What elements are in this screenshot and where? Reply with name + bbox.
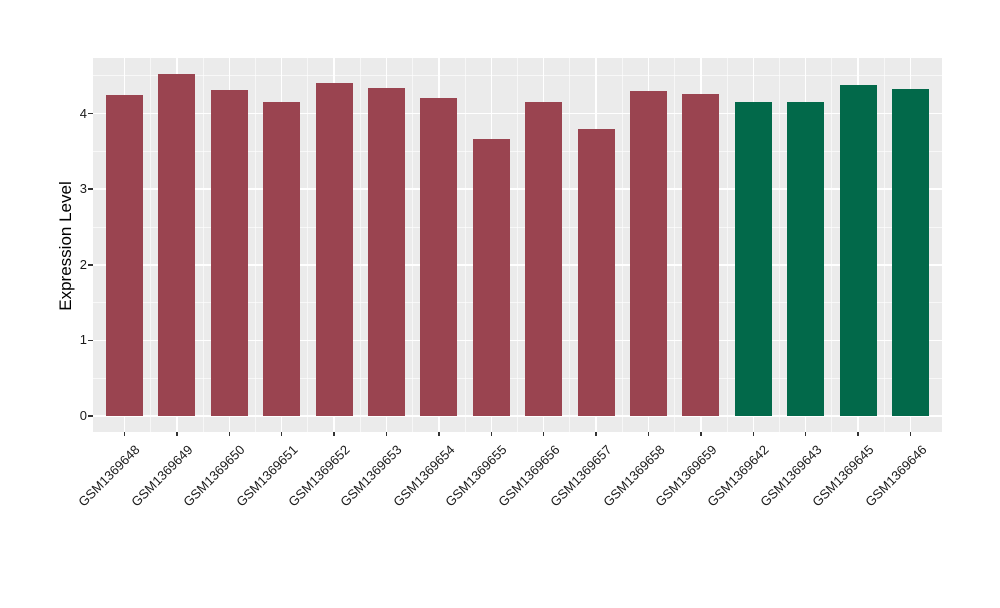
x-tick-mark: [804, 432, 807, 436]
x-tick-mark: [176, 432, 178, 436]
y-tick-mark: [88, 112, 93, 115]
x-tick-mark: [333, 432, 335, 436]
gridline-v-minor: [883, 58, 885, 432]
x-tick-mark: [490, 432, 493, 436]
x-tick-mark: [909, 432, 912, 436]
bar-GSM1369654: [420, 97, 458, 416]
y-tick-mark: [88, 264, 93, 266]
bar-GSM1369659: [682, 93, 720, 416]
bar-GSM1369653: [367, 87, 405, 416]
gridline-v-minor: [621, 58, 623, 432]
gridline-v-minor: [412, 58, 414, 432]
gridline-v-minor: [359, 58, 361, 432]
y-tick-label: 1: [79, 332, 87, 348]
gridline-v-minor: [831, 58, 833, 432]
plot-panel: [93, 58, 942, 432]
bar-GSM1369650: [210, 90, 248, 416]
bar-GSM1369658: [630, 90, 668, 416]
gridline-v-minor: [254, 58, 256, 432]
gridline-v-minor: [674, 58, 676, 432]
x-tick-mark: [280, 432, 283, 436]
y-tick-mark: [88, 415, 93, 417]
y-tick-label: 2: [79, 256, 87, 272]
y-tick-label: 3: [79, 181, 87, 197]
x-tick-mark: [700, 432, 702, 436]
y-tick-label: 4: [79, 105, 87, 121]
bar-GSM1369656: [525, 102, 563, 416]
bar-GSM1369642: [734, 102, 772, 416]
gridline-v-minor: [202, 58, 204, 432]
bar-GSM1369646: [892, 89, 930, 416]
bar-GSM1369655: [472, 139, 510, 416]
bar-GSM1369657: [577, 128, 615, 416]
x-tick-mark: [542, 432, 545, 436]
bar-GSM1369645: [839, 84, 877, 416]
gridline-v-minor: [150, 58, 152, 432]
bar-GSM1369651: [263, 102, 301, 416]
gridline-v-minor: [517, 58, 518, 432]
bar-GSM1369649: [158, 74, 196, 416]
y-tick-mark: [88, 188, 93, 190]
x-tick-mark: [123, 432, 126, 436]
gridline-v-minor: [569, 58, 571, 432]
x-tick-mark: [228, 432, 230, 436]
bar-GSM1369652: [315, 83, 353, 416]
gridline-v-minor: [726, 58, 728, 432]
bar-GSM1369643: [787, 102, 825, 416]
gridline-v-minor: [464, 58, 466, 432]
y-tick-mark: [88, 339, 93, 342]
x-tick-mark: [857, 432, 859, 436]
x-tick-mark: [438, 432, 440, 436]
y-tick-label: 0: [79, 408, 87, 423]
x-tick-mark: [752, 432, 755, 436]
x-tick-mark: [385, 432, 388, 436]
gridline-v-minor: [307, 58, 309, 432]
bar-GSM1369648: [105, 95, 143, 416]
x-tick-mark: [595, 432, 597, 436]
gridline-v-minor: [779, 58, 781, 432]
x-tick-mark: [647, 432, 650, 436]
y-axis-title: Expression Level: [56, 181, 75, 311]
